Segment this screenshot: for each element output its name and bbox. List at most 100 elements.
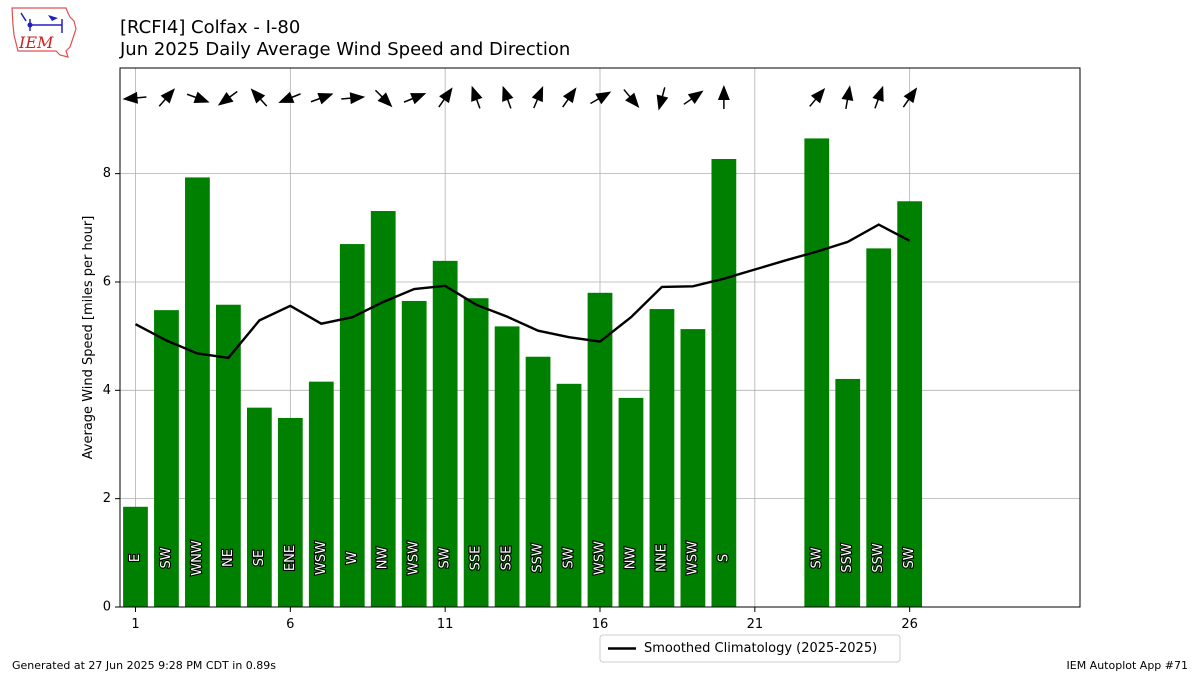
- y-tick-label: 0: [103, 600, 111, 615]
- wind-arrow: [841, 85, 854, 109]
- wind-arrow: [717, 85, 730, 109]
- wind-arrow: [374, 89, 393, 108]
- direction-label: NNE: [654, 544, 669, 572]
- bar: [370, 211, 396, 608]
- wind-arrow: [683, 90, 704, 105]
- arrow-head: [656, 94, 669, 111]
- chart-subtitle: Jun 2025 Daily Average Wind Speed and Di…: [120, 39, 571, 60]
- wind-arrows: [122, 85, 918, 111]
- wind-arrow: [902, 87, 918, 108]
- direction-label: NW: [623, 547, 638, 570]
- arrow-head: [317, 93, 334, 105]
- arrow-head: [160, 88, 175, 104]
- direction-label: SW: [809, 547, 824, 568]
- bar: [463, 298, 489, 607]
- wind-arrow: [438, 87, 453, 108]
- bar: [866, 248, 892, 607]
- climatology-line: [134, 223, 911, 360]
- bar: [185, 177, 210, 608]
- x-tick-label: 21: [747, 617, 764, 632]
- bar: [525, 356, 551, 607]
- x-tick-label: 11: [437, 617, 454, 632]
- direction-label: E: [128, 554, 143, 562]
- bar: [556, 383, 582, 607]
- wind-arrow: [471, 85, 483, 109]
- direction-label: SSE: [500, 546, 515, 571]
- wind-arrow: [809, 88, 826, 107]
- wind-arrow: [122, 91, 147, 104]
- arrow-head: [502, 85, 514, 102]
- arrow-head: [217, 91, 234, 106]
- direction-label: SSW: [871, 543, 886, 573]
- arrow-head: [841, 85, 854, 102]
- bar: [618, 397, 644, 607]
- wind-arrow: [502, 85, 514, 109]
- bars: [123, 138, 923, 608]
- wind-arrow: [217, 90, 238, 106]
- bar: [587, 292, 613, 607]
- wind-arrow: [278, 91, 301, 103]
- direction-label: SW: [159, 547, 174, 568]
- bar: [649, 309, 675, 607]
- y-tick-label: 4: [103, 383, 111, 398]
- bar: [835, 378, 861, 607]
- direction-label: NW: [376, 547, 391, 570]
- app-credit: IEM Autoplot App #71: [1066, 659, 1189, 672]
- arrow-head: [595, 91, 612, 105]
- wind-arrow: [310, 93, 334, 105]
- x-tick-label: 6: [286, 617, 294, 632]
- direction-label: SSE: [469, 546, 484, 571]
- bar: [339, 244, 365, 607]
- y-tick-label: 8: [103, 166, 111, 181]
- bar: [246, 407, 272, 607]
- direction-label: WNW: [190, 540, 205, 576]
- direction-label: W: [345, 551, 360, 564]
- wind-arrow: [158, 88, 175, 107]
- direction-label: ENE: [283, 545, 298, 571]
- direction-label: SW: [902, 547, 917, 568]
- arrow-head: [377, 92, 393, 108]
- bar: [897, 201, 923, 607]
- arrow-head: [278, 91, 295, 103]
- legend-label: Smoothed Climatology (2025-2025): [644, 641, 877, 656]
- direction-label: SSW: [531, 543, 546, 573]
- direction-label: SE: [252, 550, 267, 566]
- y-tick-label: 2: [103, 491, 111, 506]
- bar: [308, 381, 334, 607]
- arrow-head: [872, 85, 884, 102]
- bar: [216, 304, 241, 607]
- bar: [711, 159, 737, 608]
- direction-label: WSW: [685, 541, 700, 575]
- wind-arrow: [590, 91, 612, 105]
- arrow-head: [717, 85, 730, 100]
- wind-arrow: [403, 93, 427, 105]
- bar: [123, 506, 148, 607]
- arrow-head: [531, 86, 544, 103]
- x-tick-label: 1: [131, 617, 139, 632]
- arrow-head: [193, 91, 210, 103]
- bar: [154, 310, 179, 607]
- wind-arrow: [656, 87, 669, 111]
- wind-arrow: [562, 87, 577, 108]
- direction-label: S: [716, 554, 731, 562]
- direction-label: SSW: [840, 543, 855, 573]
- arrow-head: [810, 88, 826, 104]
- wind-arrow: [341, 92, 366, 105]
- direction-label: SW: [562, 547, 577, 568]
- wind-arrow: [186, 91, 210, 103]
- x-tick-label: 26: [901, 617, 918, 632]
- y-tick-label: 6: [103, 274, 111, 289]
- direction-label: WSW: [407, 541, 422, 575]
- arrow-head: [625, 92, 640, 108]
- bar: [494, 326, 520, 607]
- bar: [804, 138, 830, 607]
- bar: [401, 300, 427, 607]
- arrow-head: [410, 93, 427, 105]
- direction-labels: E SW WNW NE SE ENE WSW W NW WSW SW SSE SSE SSW SW WSW NW…: [127, 539, 918, 577]
- bar: [432, 260, 458, 607]
- iem-logo: IEM: [11, 7, 77, 58]
- climatology-line-path: [134, 223, 911, 360]
- y-axis-label: Average Wind Speed [miles per hour]: [81, 216, 96, 460]
